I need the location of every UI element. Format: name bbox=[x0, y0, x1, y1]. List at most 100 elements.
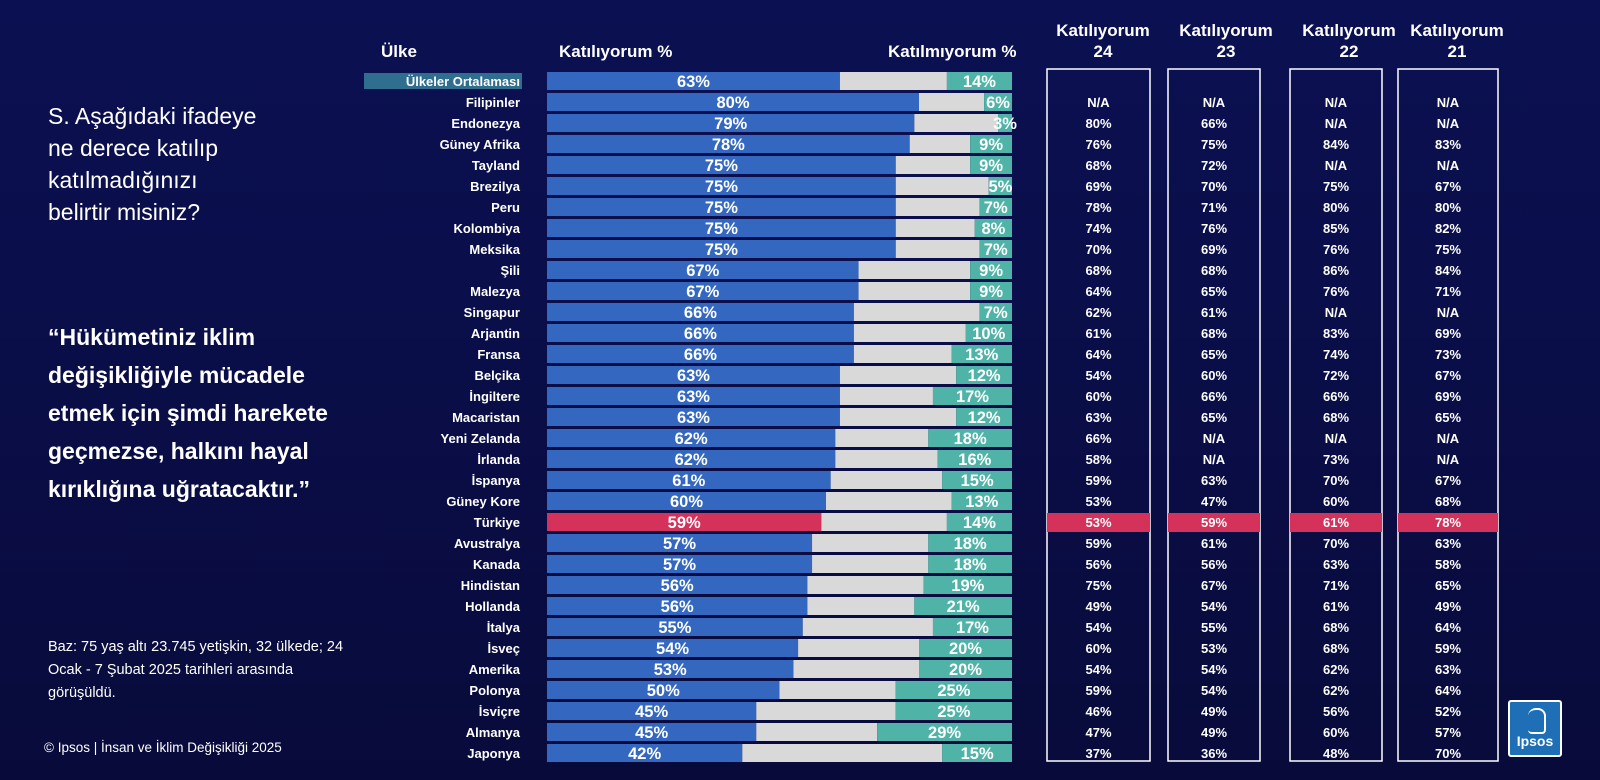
agree-bar bbox=[547, 513, 822, 531]
table-cell-value: 70% bbox=[1435, 746, 1461, 761]
table-cell-value: 69% bbox=[1085, 179, 1111, 194]
neutral-bar bbox=[802, 618, 933, 636]
country-label: Türkiye bbox=[474, 515, 520, 530]
agree-value-label: 45% bbox=[635, 724, 668, 742]
table-cell-value: 84% bbox=[1435, 263, 1461, 278]
agree-value-label: 55% bbox=[658, 619, 691, 637]
country-label: Malezya bbox=[470, 284, 521, 299]
table-cell-value: 48% bbox=[1323, 746, 1349, 761]
table-cell-value: N/A bbox=[1203, 452, 1226, 467]
disagree-bar bbox=[895, 702, 1012, 720]
agree-bar bbox=[547, 408, 840, 426]
table-column-frame-2 bbox=[1289, 68, 1383, 762]
disagree-value-label: 12% bbox=[968, 367, 1001, 385]
table-cell-value: N/A bbox=[1325, 116, 1348, 131]
agree-bar bbox=[547, 618, 803, 636]
country-label: İngiltere bbox=[469, 389, 520, 404]
table-cell-value: 37% bbox=[1085, 746, 1111, 761]
table-cell-value: N/A bbox=[1325, 95, 1348, 110]
agree-value-label: 59% bbox=[668, 514, 701, 532]
disagree-bar bbox=[970, 261, 1012, 279]
table-cell-value: N/A bbox=[1203, 95, 1226, 110]
disagree-value-label: 13% bbox=[965, 493, 998, 511]
agree-value-label: 50% bbox=[647, 682, 680, 700]
agree-bar bbox=[547, 534, 813, 552]
agree-value-label: 75% bbox=[705, 178, 738, 196]
agree-value-label: 57% bbox=[663, 535, 696, 553]
table-cell-value: 54% bbox=[1201, 662, 1227, 677]
agree-bar bbox=[547, 639, 799, 657]
disagree-bar bbox=[942, 471, 1012, 489]
agree-bar bbox=[547, 366, 840, 384]
table-cell-value: 60% bbox=[1085, 389, 1111, 404]
neutral-bar bbox=[830, 471, 943, 489]
table-cell-value: 76% bbox=[1323, 242, 1349, 257]
table-cell-value: 59% bbox=[1435, 641, 1461, 656]
table-cell-value: 64% bbox=[1435, 620, 1461, 635]
table-cell-value: 63% bbox=[1085, 410, 1111, 425]
country-label: Filipinler bbox=[466, 95, 520, 110]
table-cell-value: 53% bbox=[1085, 515, 1111, 530]
year-24-header: Katılıyorum 24 bbox=[1056, 21, 1150, 61]
country-label: İsviçre bbox=[479, 704, 520, 719]
agree-bar bbox=[547, 450, 836, 468]
table-cell-value: 60% bbox=[1323, 725, 1349, 740]
table-cell-value: 66% bbox=[1323, 389, 1349, 404]
agree-value-label: 57% bbox=[663, 556, 696, 574]
table-cell-value: 53% bbox=[1201, 641, 1227, 656]
table-cell-value: 83% bbox=[1435, 137, 1461, 152]
table-cell-value: 85% bbox=[1323, 221, 1349, 236]
agree-value-label: 54% bbox=[656, 640, 689, 658]
table-cell-value: 83% bbox=[1323, 326, 1349, 341]
country-label: İsveç bbox=[487, 641, 520, 656]
neutral-bar bbox=[798, 639, 919, 657]
agree-value-label: 75% bbox=[705, 241, 738, 259]
table-cell-value: 84% bbox=[1323, 137, 1349, 152]
agree-bar bbox=[547, 744, 743, 762]
disagree-value-label: 21% bbox=[947, 598, 980, 616]
disagree-value-label: 9% bbox=[979, 283, 1003, 301]
disagree-bar bbox=[970, 156, 1012, 174]
disagree-bar bbox=[919, 660, 1012, 678]
table-cell-value: 64% bbox=[1085, 347, 1111, 362]
table-cell-value: 54% bbox=[1201, 683, 1227, 698]
country-label: Meksika bbox=[469, 242, 520, 257]
neutral-bar bbox=[821, 513, 947, 531]
table-cell-value: 78% bbox=[1085, 200, 1111, 215]
country-label: Macaristan bbox=[452, 410, 520, 425]
year-23-header: Katılıyorum 23 bbox=[1179, 21, 1273, 61]
table-cell-value: 63% bbox=[1201, 473, 1227, 488]
disagree-bar bbox=[919, 639, 1012, 657]
neutral-bar bbox=[812, 555, 929, 573]
agree-bar bbox=[547, 135, 910, 153]
agree-bar bbox=[547, 471, 831, 489]
disagree-bar bbox=[914, 597, 1012, 615]
disagree-value-label: 9% bbox=[979, 262, 1003, 280]
country-label: İrlanda bbox=[477, 452, 520, 467]
table-cell-value: 61% bbox=[1085, 326, 1111, 341]
neutral-bar bbox=[895, 198, 980, 216]
table-cell-value: 74% bbox=[1323, 347, 1349, 362]
table-cell-value: 71% bbox=[1201, 200, 1227, 215]
disagree-bar bbox=[988, 177, 1012, 195]
agree-value-label: 75% bbox=[705, 157, 738, 175]
disagree-bar bbox=[928, 429, 1012, 447]
table-cell-value: N/A bbox=[1325, 431, 1348, 446]
disagree-bar bbox=[946, 513, 1012, 531]
agree-value-label: 56% bbox=[661, 577, 694, 595]
agree-value-label: 63% bbox=[677, 409, 710, 427]
table-cell-value: 75% bbox=[1435, 242, 1461, 257]
neutral-bar bbox=[858, 282, 971, 300]
table-cell-value: 49% bbox=[1435, 599, 1461, 614]
country-label: Brezilya bbox=[470, 179, 521, 194]
neutral-bar bbox=[914, 114, 999, 132]
country-label: Belçika bbox=[474, 368, 520, 383]
disagree-value-label: 5% bbox=[988, 178, 1012, 196]
table-cell-value: 61% bbox=[1323, 599, 1349, 614]
country-label: Güney Kore bbox=[446, 494, 520, 509]
country-label: Tayland bbox=[472, 158, 520, 173]
disagree-bar bbox=[932, 387, 1012, 405]
neutral-bar bbox=[779, 681, 896, 699]
disagree-bar bbox=[979, 198, 1012, 216]
agree-value-label: 42% bbox=[628, 745, 661, 763]
